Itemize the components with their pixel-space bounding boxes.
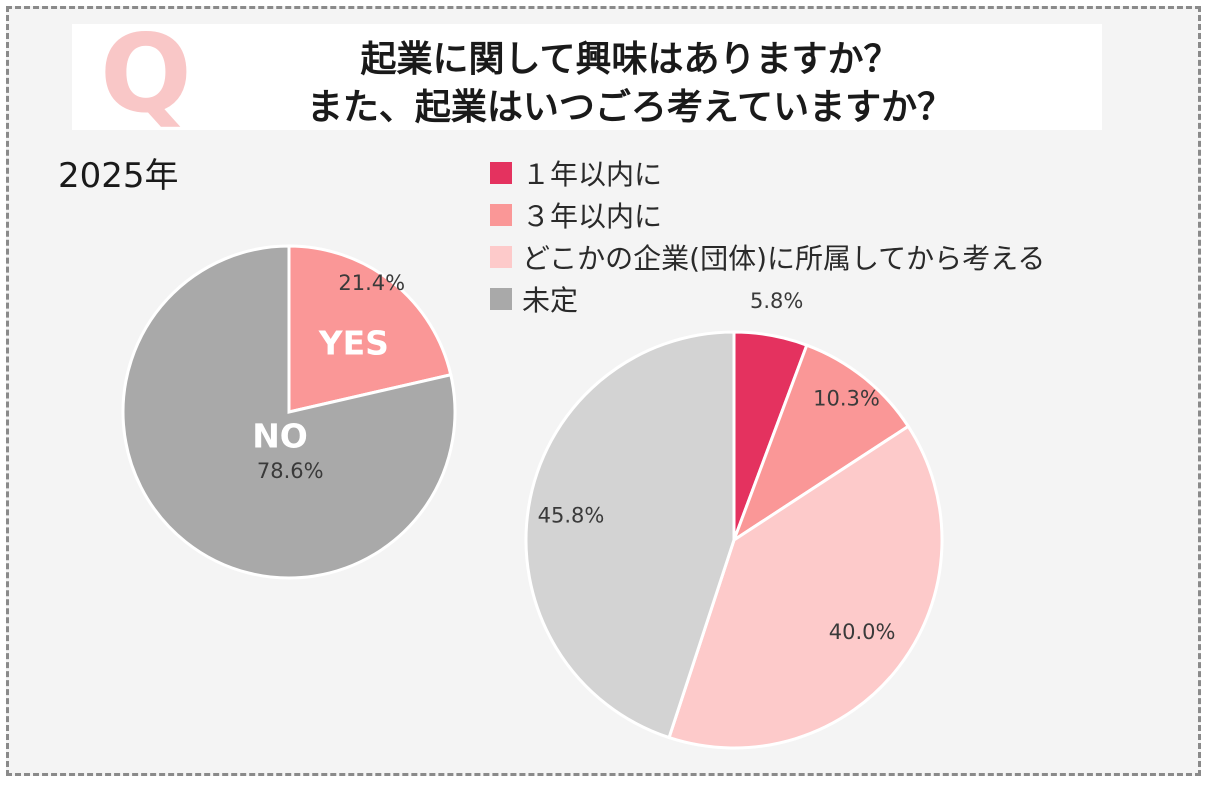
legend-label: １年以内に bbox=[522, 158, 663, 191]
pie-slice-undecided bbox=[524, 330, 736, 740]
legend-swatch bbox=[490, 204, 512, 226]
legend-item-undecided: 未定 bbox=[490, 278, 1045, 320]
pie-value-label: 45.8% bbox=[538, 504, 605, 528]
pie-slice-no bbox=[121, 244, 457, 580]
legend-item-within-3-years: ３年以内に bbox=[490, 194, 1045, 236]
pie-value-label: 5.8% bbox=[750, 289, 803, 313]
legend-item-within-1-year: １年以内に bbox=[490, 152, 1045, 194]
pie-slice-within-3-years bbox=[730, 343, 911, 544]
legend-swatch bbox=[490, 162, 512, 184]
legend: １年以内に ３年以内に どこかの企業(団体)に所属してから考える 未定 bbox=[490, 152, 1045, 320]
legend-label: ３年以内に bbox=[522, 200, 663, 233]
legend-swatch bbox=[490, 288, 512, 310]
title-line-2: また、起業はいつごろ考えていますか？ bbox=[306, 87, 954, 128]
pie-value-label: 10.3% bbox=[813, 386, 880, 410]
pie-value-label: 40.0% bbox=[829, 620, 896, 644]
pie-slice-after-joining-company bbox=[667, 424, 944, 750]
pie-category-label-no: NO bbox=[252, 417, 308, 456]
pie-category-label-yes: YES bbox=[318, 323, 389, 362]
pie-interest: 21.4% YES 78.6% NO bbox=[121, 244, 457, 580]
legend-item-after-joining-company: どこかの企業(団体)に所属してから考える bbox=[490, 236, 1045, 278]
pie-timing: 5.8% 10.3% 40.0% 45.8% bbox=[524, 289, 944, 750]
title-band bbox=[72, 24, 1102, 130]
year-label: 2025年 bbox=[58, 156, 179, 196]
pie-slice-yes bbox=[287, 244, 453, 414]
legend-label: どこかの企業(団体)に所属してから考える bbox=[522, 242, 1046, 275]
legend-label: 未定 bbox=[522, 284, 579, 317]
legend-swatch bbox=[490, 246, 512, 268]
pie-value-label: 21.4% bbox=[338, 271, 405, 295]
title-line-1: 起業に関して興味はありますか？ bbox=[360, 39, 900, 80]
pie-value-label: 78.6% bbox=[257, 459, 324, 483]
q-mark: Q bbox=[100, 12, 192, 137]
